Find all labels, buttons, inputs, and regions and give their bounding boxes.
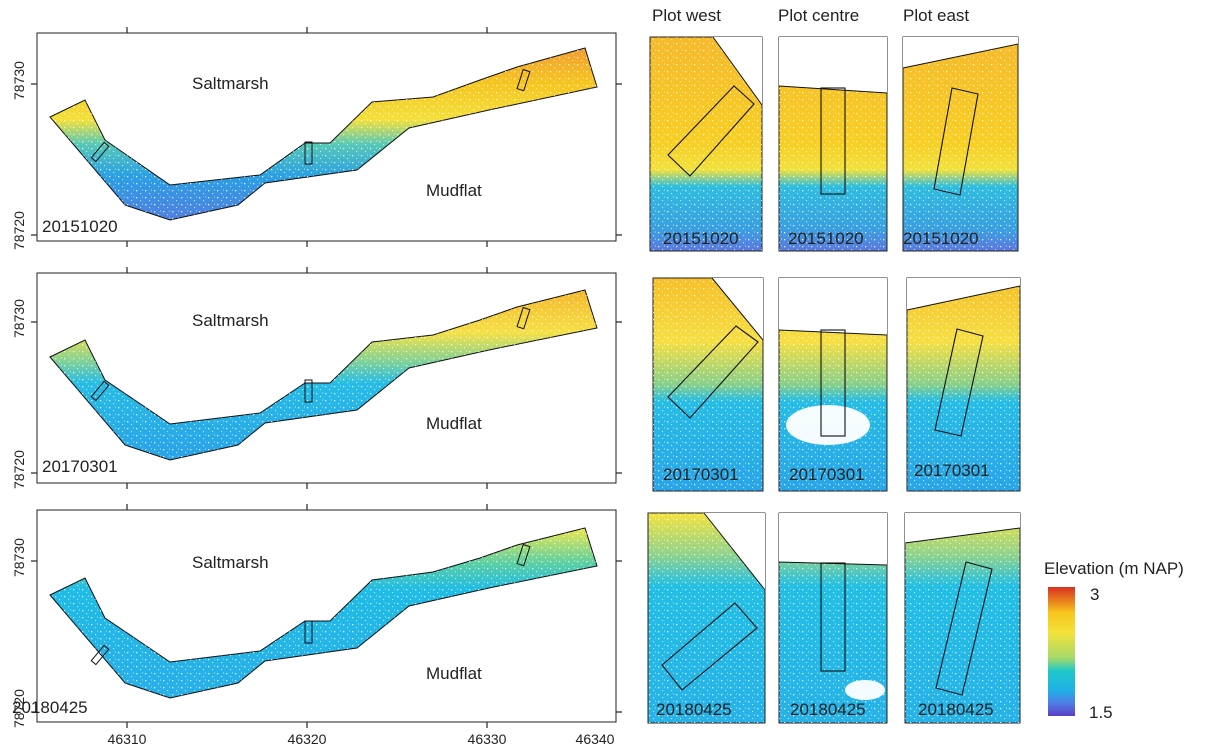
y-tick-label: 78730: [11, 61, 27, 100]
mudflat-label: Mudflat: [426, 664, 482, 683]
overview-panel-3: Saltmarsh Mudflat 20180425: [12, 509, 617, 723]
date-label-1: 20151020: [42, 217, 118, 236]
column-header-east: Plot east: [903, 6, 969, 25]
inset-east-1: 20151020: [902, 36, 1019, 252]
inset-centre-1: 20151020: [778, 36, 888, 252]
date-label-3: 20180425: [12, 698, 88, 717]
inset-date: 20180425: [790, 700, 866, 719]
y-tick-label: 78720: [11, 689, 27, 728]
axis-ticks: [31, 27, 622, 728]
y-tick-label: 78720: [11, 450, 27, 489]
y-tick-label: 78730: [11, 299, 27, 338]
column-header-centre: Plot centre: [778, 6, 859, 25]
x-tick-label: 46330: [468, 731, 507, 747]
mudflat-label: Mudflat: [426, 414, 482, 433]
inset-west-1: 20151020: [649, 36, 763, 252]
inset-date: 20151020: [788, 229, 864, 248]
inset-centre-2: 20170301: [778, 277, 888, 492]
y-tick-label: 78720: [11, 211, 27, 250]
legend-color-bar: [1048, 587, 1075, 716]
legend-min-label: 1.5: [1089, 703, 1113, 722]
saltmarsh-label: Saltmarsh: [192, 553, 269, 572]
legend-max-label: 3: [1090, 585, 1099, 604]
x-tick-label: 46320: [288, 731, 327, 747]
y-tick-label: 78730: [11, 538, 27, 577]
inset-date: 20180425: [918, 700, 994, 719]
elevation-legend: Elevation (m NAP) 3 1.5: [1044, 559, 1184, 722]
inset-date: 20170301: [914, 461, 990, 480]
inset-west-2: 20170301: [652, 277, 764, 492]
inset-west-3: 20180425: [647, 512, 766, 724]
x-tick-label: 46340: [576, 731, 615, 747]
inset-date: 20170301: [663, 465, 739, 484]
date-label-2: 20170301: [42, 457, 118, 476]
x-tick-label: 46310: [108, 731, 147, 747]
inset-date: 20151020: [663, 229, 739, 248]
overview-panel-2: Saltmarsh Mudflat 20170301: [36, 272, 617, 484]
inset-date: 20170301: [789, 465, 865, 484]
overview-panel-1: Saltmarsh Mudflat 20151020: [36, 32, 617, 242]
inset-east-3: 20180425: [904, 512, 1021, 724]
saltmarsh-label: Saltmarsh: [192, 74, 269, 93]
column-header-west: Plot west: [652, 6, 721, 25]
inset-centre-3: 20180425: [778, 512, 888, 724]
saltmarsh-label: Saltmarsh: [192, 311, 269, 330]
mudflat-label: Mudflat: [426, 181, 482, 200]
inset-date: 20180425: [656, 700, 732, 719]
legend-title: Elevation (m NAP): [1044, 559, 1184, 578]
inset-east-2: 20170301: [906, 277, 1021, 492]
inset-date: 20151020: [903, 229, 979, 248]
